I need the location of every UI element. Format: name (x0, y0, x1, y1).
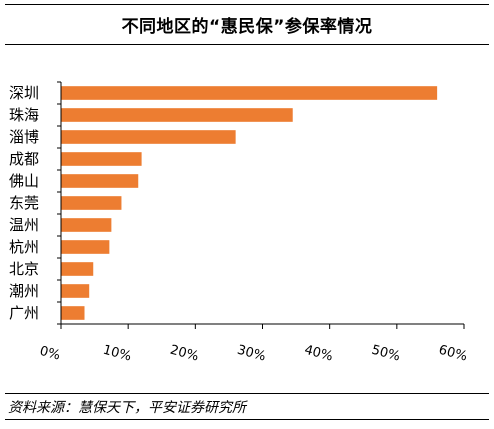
category-label: 珠海 (9, 106, 39, 124)
x-tick-label: 40% (303, 343, 335, 365)
bar-1 (61, 108, 293, 122)
bar-5 (61, 196, 122, 210)
x-tick-label: 30% (236, 343, 268, 365)
x-tick-label: 50% (370, 343, 402, 365)
category-label: 温州 (9, 216, 39, 234)
chart-title: 不同地区的“惠民保”参保率情况 (121, 17, 373, 37)
top-rule (5, 4, 489, 5)
category-label: 成都 (9, 150, 39, 168)
bar-2 (61, 130, 236, 144)
category-label: 东莞 (9, 194, 39, 212)
bar-6 (61, 218, 112, 232)
bar-0 (61, 86, 438, 100)
x-tick-label: 20% (168, 343, 200, 365)
axes-group (57, 81, 465, 329)
x-tick-label: 10% (101, 343, 133, 365)
title-rule (5, 44, 489, 45)
x-tick-label: 0% (38, 344, 62, 364)
category-label: 潮州 (9, 282, 39, 300)
category-label: 淄博 (9, 128, 39, 146)
bar-4 (61, 174, 139, 188)
category-label: 杭州 (9, 238, 39, 256)
tick-labels: 0% 10% 20% 30% 40% 50% 60% (38, 343, 469, 365)
bars-group (61, 86, 438, 320)
bar-7 (61, 240, 110, 254)
bar-9 (61, 284, 90, 298)
source-rule-bottom (5, 419, 489, 420)
category-label: 深圳 (9, 84, 39, 102)
category-label: 广州 (9, 304, 39, 322)
category-label: 佛山 (9, 172, 39, 190)
x-tick-label: 60% (437, 343, 469, 365)
bar-10 (61, 306, 85, 320)
source-rule-top (5, 393, 489, 394)
category-label: 北京 (9, 260, 39, 278)
source-note: 资料来源：慧保天下，平安证券研究所 (8, 400, 246, 416)
bar-3 (61, 152, 142, 166)
bar-8 (61, 262, 94, 276)
